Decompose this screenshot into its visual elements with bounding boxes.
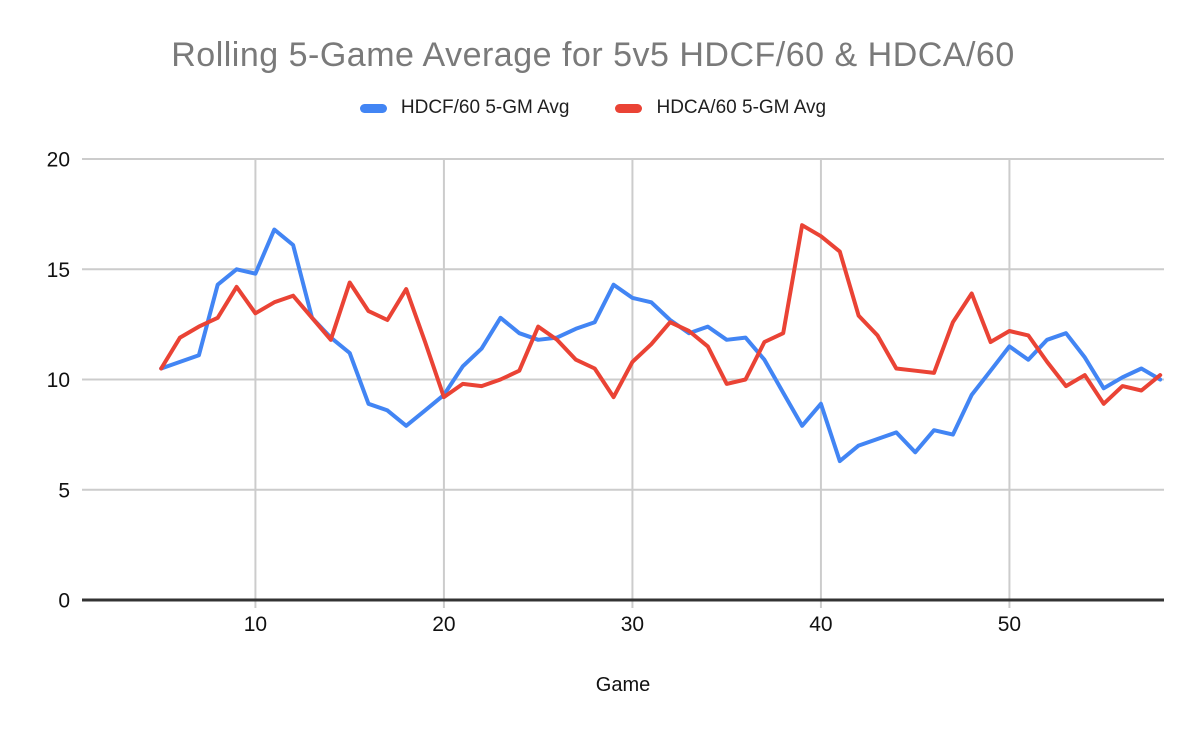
x-axis-tick-label: 20 [432, 613, 455, 636]
x-axis-tick-label: 30 [621, 613, 644, 636]
x-axis-title: Game [596, 674, 650, 696]
legend-item-hdcf: HDCF/60 5-GM Avg [359, 97, 570, 119]
y-axis-tick-label: 0 [58, 590, 70, 613]
legend-swatch-hdca [615, 103, 643, 113]
legend-swatch-hdcf [359, 103, 387, 113]
x-axis-tick-label: 40 [809, 613, 832, 636]
legend-label-hdcf: HDCF/60 5-GM Avg [400, 97, 570, 118]
legend-item-hdca: HDCA/60 5-GM Avg [615, 97, 826, 119]
y-axis-tick-label: 20 [47, 149, 70, 172]
series-line-hdca [159, 223, 1163, 406]
x-axis-tick-label: 10 [244, 613, 267, 636]
chart-legend: HDCF/60 5-GM Avg HDCA/60 5-GM Avg [0, 97, 1186, 119]
x-axis-tick-label: 50 [998, 613, 1021, 636]
y-axis-tick-label: 10 [47, 369, 70, 392]
y-axis-tick-label: 5 [58, 479, 70, 502]
legend-label-hdca: HDCA/60 5-GM Avg [656, 97, 827, 118]
y-axis-tick-label: 15 [47, 259, 70, 282]
chart-title: Rolling 5-Game Average for 5v5 HDCF/60 &… [171, 36, 1015, 74]
